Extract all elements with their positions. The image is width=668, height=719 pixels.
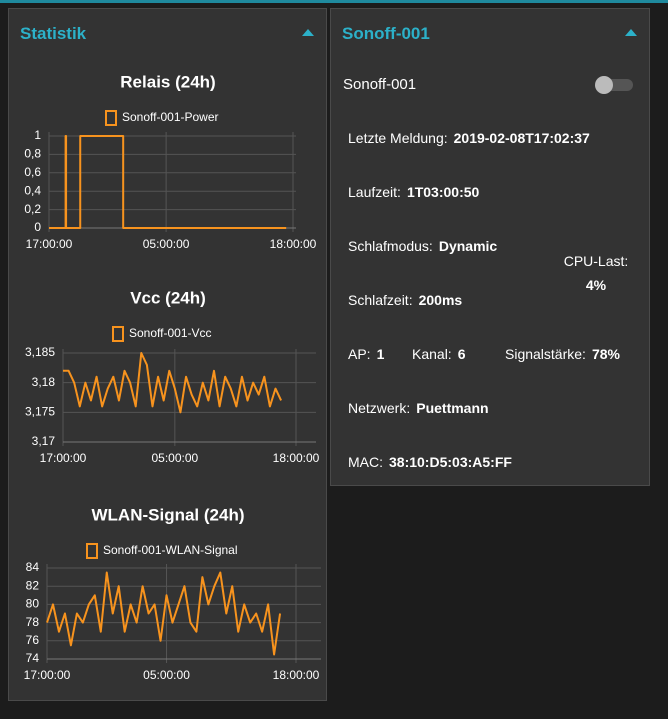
field-label: CPU-Last: [563,253,629,269]
y-tick-label: 80 [26,597,40,611]
field: Signalstärke: 78% [505,346,620,362]
field-label: Laufzeit: [348,184,401,200]
y-tick-label: 78 [26,615,40,629]
field: Schlafzeit: 200ms [348,292,462,308]
chart-title: Vcc (24h) [130,288,206,307]
charts: Relais (24h) 0 0,2 0,4 0,6 0,8 1 17:00:00 05:00:… [24,72,321,682]
field-value: 200ms [418,292,463,308]
field: Kanal: 6 [412,346,466,362]
field-label: Kanal: [412,346,452,362]
field: Netzwerk: Puettmann [348,400,489,416]
field-label: Schlafzeit: [348,292,413,308]
field-value: 6 [457,346,466,362]
device-panel: Sonoff-001 Sonoff-001 Letzte Meldung: 201… [330,8,650,486]
x-tick-label: 17:00:00 [24,668,71,682]
y-tick-label: 3,17 [32,434,56,448]
y-tick-label: 0,8 [24,147,41,161]
field-value: 2019-02-08T17:02:37 [453,130,590,146]
statistik-panel: Statistik Relais (24h) 0 0,2 0,4 0,6 0,8 1 17:0… [8,8,327,701]
field-value: Puettmann [416,400,489,416]
field-value: Dynamic [438,238,498,254]
x-tick-label: 18:00:00 [273,451,320,465]
field-value: 1T03:00:50 [406,184,480,200]
toggle-switch[interactable] [595,76,633,94]
x-tick-label: 05:00:00 [143,668,190,682]
series-line [63,352,282,414]
y-tick-label: 1 [34,128,41,142]
x-tick-label: 18:00:00 [270,237,317,251]
y-tick-label: 3,18 [32,375,56,389]
legend-swatch [112,326,124,342]
x-tick-label: 05:00:00 [151,451,198,465]
top-strip [0,0,668,3]
field: Letzte Meldung: 2019-02-08T17:02:37 [348,130,590,146]
field-label: AP: [348,346,371,362]
y-tick-label: 82 [26,578,40,592]
field-label: Netzwerk: [348,400,411,416]
legend-label: Sonoff-001-WLAN-Signal [103,543,238,557]
field-label: Schlafmodus: [348,238,433,254]
y-tick-label: 3,185 [25,345,55,359]
field-label: Letzte Meldung: [348,130,448,146]
y-tick-label: 0,2 [24,202,41,216]
legend-swatch [105,110,117,126]
y-tick-label: 74 [26,651,40,665]
panel-title: Sonoff-001 [342,24,430,43]
field: AP: 1 [348,346,384,362]
x-tick-label: 17:00:00 [26,237,73,251]
y-tick-label: 0 [34,220,41,234]
field: MAC: 38:10:D5:03:A5:FF [348,454,512,470]
collapse-caret[interactable] [302,29,314,36]
field: Schlafmodus: Dynamic [348,238,497,254]
field-value: 38:10:D5:03:A5:FF [389,454,512,470]
field-label: MAC: [348,454,383,470]
x-tick-label: 18:00:00 [273,668,320,682]
series-line [46,571,282,656]
field-value: 78% [591,346,620,362]
y-tick-label: 3,175 [25,405,55,419]
field-label: Signalstärke: [505,346,586,362]
collapse-caret[interactable] [625,29,637,36]
y-tick-label: 0,4 [24,183,41,197]
legend-swatch [86,543,98,559]
switch-label: Sonoff-001 [343,76,417,93]
chart-title: Relais (24h) [120,72,215,91]
field-value: 1 [376,346,385,362]
y-tick-label: 76 [26,633,40,647]
y-tick-label: 0,6 [24,165,41,179]
series-line [49,135,287,229]
x-tick-label: 05:00:00 [143,237,190,251]
toggle-knob [595,76,613,94]
y-tick-label: 84 [26,560,40,574]
field-value: 4% [585,277,607,293]
chart-title: WLAN-Signal (24h) [92,505,245,524]
x-tick-label: 17:00:00 [40,451,87,465]
field: Laufzeit: 1T03:00:50 [348,184,479,200]
field: CPU-Last: 4% [551,253,641,293]
legend-label: Sonoff-001-Power [122,110,219,124]
legend-label: Sonoff-001-Vcc [129,326,212,340]
panel-title: Statistik [20,24,87,43]
